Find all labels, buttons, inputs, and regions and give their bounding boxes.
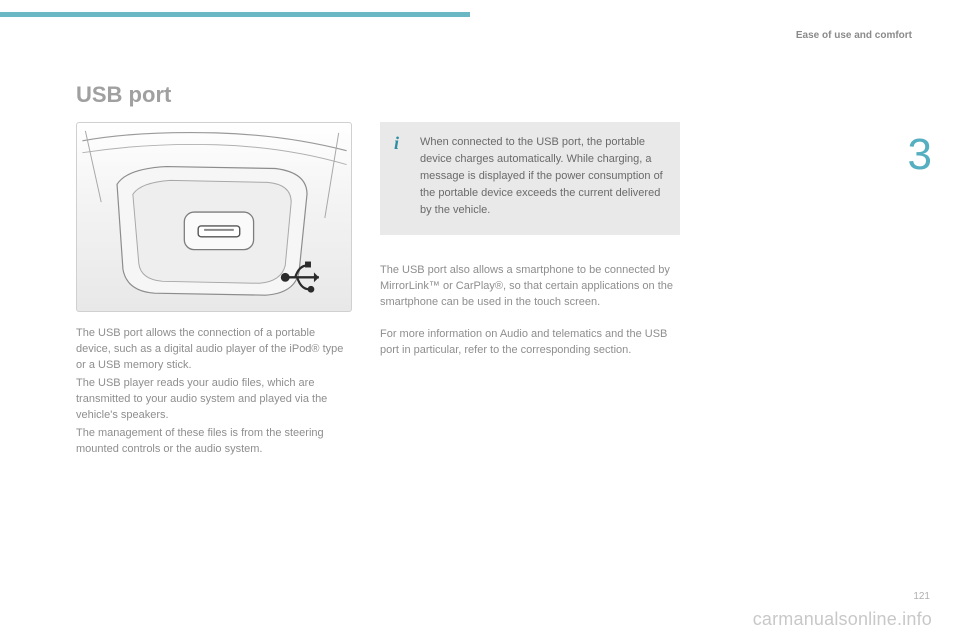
left-body-text: The USB port allows the connection of a … [76,326,352,458]
usb-illustration-svg [77,123,351,311]
right-para-2: For more information on Audio and telema… [380,327,680,359]
left-column: The USB port allows the connection of a … [76,122,352,460]
info-note-text: When connected to the USB port, the port… [420,134,666,219]
usb-port-illustration [76,122,352,312]
two-column-layout: The USB port allows the connection of a … [76,122,686,460]
chapter-number: 3 [908,130,932,180]
top-accent-bar [0,12,470,17]
right-column: i When connected to the USB port, the po… [380,122,680,460]
left-para-2: The USB player reads your audio files, w… [76,376,352,424]
header-section-label: Ease of use and comfort [796,30,912,41]
right-para-1: The USB port also allows a smartphone to… [380,263,680,311]
right-body-text: The USB port also allows a smartphone to… [380,263,680,359]
main-content: USB port [76,82,686,460]
page-number: 121 [913,591,930,602]
left-para-3: The management of these files is from th… [76,426,352,458]
watermark: carmanualsonline.info [753,609,932,630]
info-note-box: i When connected to the USB port, the po… [380,122,680,235]
page-title: USB port [76,82,686,108]
left-para-1: The USB port allows the connection of a … [76,326,352,374]
info-icon: i [394,134,408,219]
